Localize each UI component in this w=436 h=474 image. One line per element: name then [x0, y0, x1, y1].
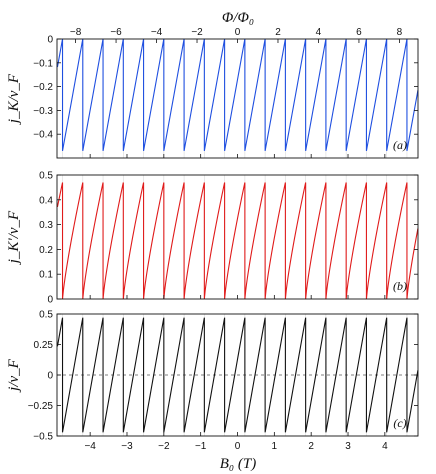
x-tick-label: 0	[235, 441, 241, 452]
y-tick-label: −0.1	[33, 58, 53, 69]
x-tick-label: 1	[272, 441, 278, 452]
y-tick-label: 0	[47, 295, 53, 306]
x-tick-label: −1	[195, 441, 207, 452]
y-tick-label: 0.1	[39, 270, 53, 281]
y-tick-label: 0.2	[39, 245, 53, 256]
x-tick-label: 2	[308, 441, 314, 452]
top-x-tick-label: 4	[316, 27, 322, 38]
y-tick-label: 0.25	[34, 340, 54, 351]
top-x-tick-label: 0	[235, 27, 241, 38]
y-tick-label: 0.3	[39, 220, 53, 231]
y-tick-label: −0.25	[28, 401, 54, 412]
panel-label: (b)	[393, 279, 407, 293]
y-tick-label: 0.5	[39, 310, 53, 321]
y-tick-label: −0.5	[33, 432, 53, 443]
top-x-tick-label: −2	[191, 27, 203, 38]
x-tick-label: −2	[158, 441, 170, 452]
y-tick-label: 0.5	[39, 171, 53, 182]
series-line	[56, 38, 419, 151]
y-axis-title: j_K/v_F	[6, 73, 22, 125]
panel-label: (c)	[393, 416, 406, 430]
y-tick-label: 0	[47, 371, 53, 382]
panel-c: 0.5 0.25 0 −0.25 −0.5 −4 −3 −2 −1 0 1 2 3 4 j/v_F (c)	[6, 310, 419, 452]
top-x-tick-label: 8	[397, 27, 403, 38]
panel-label: (a)	[393, 138, 407, 152]
y-axis-title: j_K'/v_F	[6, 210, 22, 265]
y-tick-label: 0	[47, 35, 53, 46]
plot-frame	[56, 38, 419, 159]
top-x-tick-label: −8	[70, 27, 82, 38]
x-tick-label: 4	[382, 441, 388, 452]
y-tick-label: 0.4	[39, 195, 53, 206]
y-axis-title: j/v_F	[6, 358, 22, 392]
x-tick-label: 3	[345, 441, 351, 452]
top-x-tick-label: 2	[275, 27, 281, 38]
top-x-tick-label: 6	[356, 27, 362, 38]
x-tick-label: −4	[84, 441, 96, 452]
top-x-tick-label: −4	[151, 27, 163, 38]
bottom-axis-title: B₀ (T)	[220, 456, 256, 472]
x-tick-label: −3	[121, 441, 133, 452]
panel-a: 0 −0.1 −0.2 −0.3 −0.4 −8 −6 −4 −2 0 2 4 6 8 j_K/v_F (a)	[6, 27, 419, 159]
y-tick-label: −0.4	[33, 130, 53, 141]
y-tick-label: −0.3	[33, 106, 53, 117]
y-tick-label: −0.2	[33, 82, 53, 93]
series-line	[56, 317, 419, 433]
panel-b: 0.5 0.4 0.3 0.2 0.1 0 j_K'/v_F (b)	[6, 171, 419, 306]
top-x-tick-label: −6	[110, 27, 122, 38]
series-line	[56, 182, 419, 300]
top-axis-title: Φ/Φ₀	[222, 10, 254, 26]
